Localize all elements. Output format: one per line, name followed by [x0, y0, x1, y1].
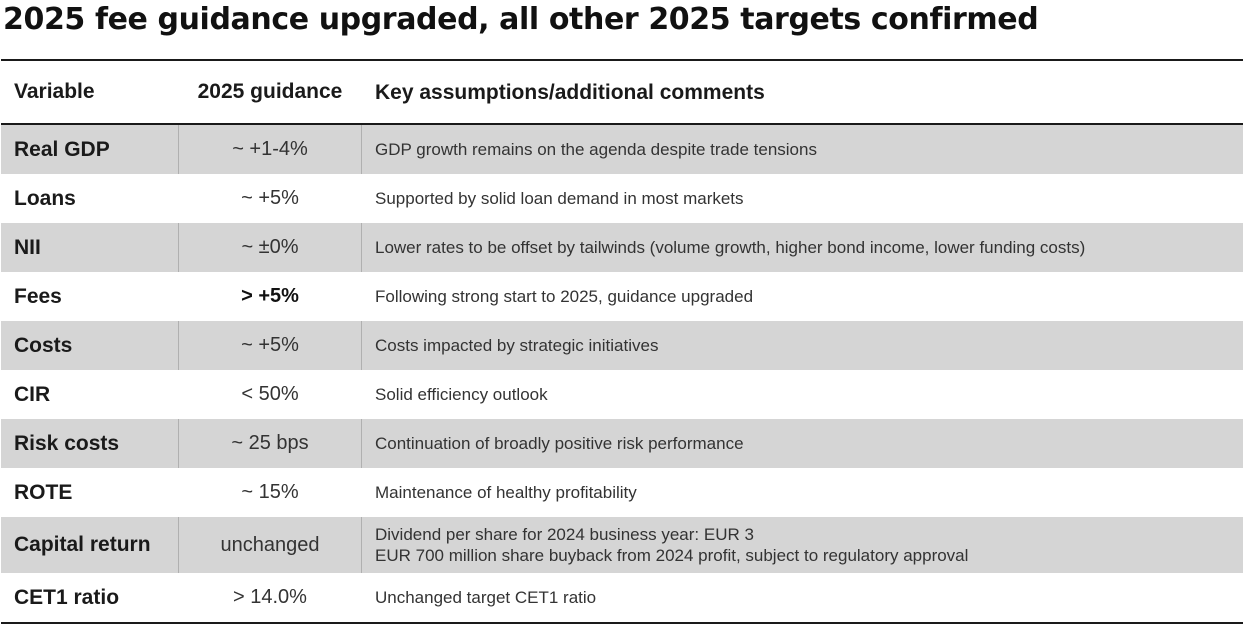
comment-lines: Dividend per share for 2024 business yea…	[375, 524, 968, 566]
page-title: 2025 fee guidance upgraded, all other 20…	[3, 2, 1039, 37]
table-header-rule	[1, 123, 1243, 125]
variable-cell: NII	[14, 235, 41, 259]
table-row: Costs ~ +5% Costs impacted by strategic …	[1, 321, 1243, 370]
table-row: CIR < 50% Solid efficiency outlook	[1, 370, 1243, 419]
comment-line: EUR 700 million share buyback from 2024 …	[375, 546, 969, 565]
table-top-rule	[1, 59, 1243, 61]
guidance-cell: unchanged	[178, 517, 362, 573]
guidance-cell: < 50%	[241, 383, 299, 405]
variable-cell: Risk costs	[14, 431, 120, 455]
table-row: Fees > +5% Following strong start to 202…	[1, 272, 1243, 321]
variable-cell: Loans	[14, 186, 76, 210]
variable-cell: ROTE	[14, 480, 73, 504]
header-variable: Variable	[14, 80, 95, 103]
guidance-cell: > 14.0%	[233, 586, 307, 608]
guidance-cell: > +5%	[241, 285, 299, 307]
table-row: ROTE ~ 15% Maintenance of healthy profit…	[1, 468, 1243, 517]
guidance-cell: ~ +5%	[241, 187, 299, 209]
comment-cell: Lower rates to be offset by tailwinds (v…	[375, 238, 1086, 257]
variable-cell: CIR	[14, 382, 51, 406]
table-row: Capital return unchanged Dividend per sh…	[1, 517, 1243, 573]
variable-cell: Fees	[14, 284, 62, 308]
variable-cell: CET1 ratio	[14, 585, 120, 609]
guidance-cell: ~ +5%	[178, 321, 362, 370]
header-guidance: 2025 guidance	[197, 80, 343, 103]
comment-cell: Dividend per share for 2024 business yea…	[362, 517, 1243, 573]
variable-cell: Real GDP	[14, 137, 110, 161]
table-row: Real GDP ~ +1-4% GDP growth remains on t…	[1, 125, 1243, 174]
comment-cell: Following strong start to 2025, guidance…	[375, 287, 754, 306]
comment-line: Dividend per share for 2024 business yea…	[375, 525, 754, 544]
comment-cell: Supported by solid loan demand in most m…	[375, 189, 744, 208]
comment-cell: Solid efficiency outlook	[375, 385, 548, 404]
variable-cell: Capital return	[14, 533, 151, 556]
variable-cell: Costs	[14, 333, 73, 357]
table-row: Loans ~ +5% Supported by solid loan dema…	[1, 174, 1243, 223]
guidance-cell: ~ 25 bps	[178, 419, 362, 468]
comment-cell: Costs impacted by strategic initiatives	[375, 336, 659, 355]
comment-cell: Unchanged target CET1 ratio	[375, 588, 597, 607]
header-comments: Key assumptions/additional comments	[375, 80, 765, 104]
table-row: NII ~ ±0% Lower rates to be offset by ta…	[1, 223, 1243, 272]
guidance-table: Variable 2025 guidance Key assumptions/a…	[1, 59, 1243, 624]
table-row: Risk costs ~ 25 bps Continuation of broa…	[1, 419, 1243, 468]
guidance-cell: ~ +1-4%	[178, 125, 362, 174]
guidance-cell: ~ ±0%	[178, 223, 362, 272]
guidance-cell: ~ 15%	[241, 481, 299, 503]
table-row: CET1 ratio > 14.0% Unchanged target CET1…	[1, 573, 1243, 622]
comment-cell: Continuation of broadly positive risk pe…	[375, 434, 744, 453]
table-bottom-rule	[1, 622, 1243, 624]
comment-cell: Maintenance of healthy profitability	[375, 483, 637, 502]
comment-cell: GDP growth remains on the agenda despite…	[375, 140, 817, 159]
table-header: Variable 2025 guidance Key assumptions/a…	[1, 61, 1243, 123]
